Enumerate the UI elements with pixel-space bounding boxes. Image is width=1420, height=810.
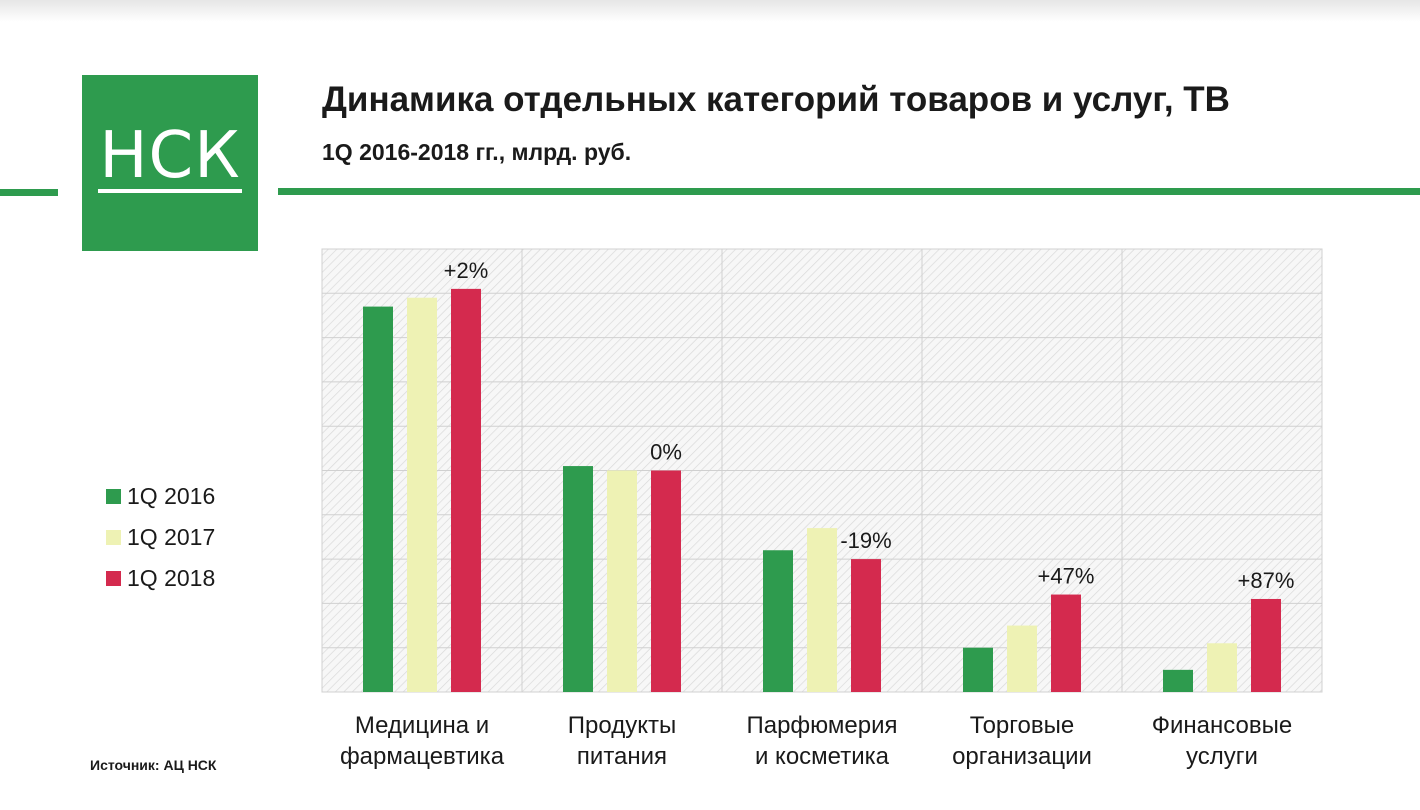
data-label: +87% xyxy=(1238,568,1295,593)
logo-text: НСК xyxy=(99,119,241,193)
legend-item: 1Q 2017 xyxy=(106,517,215,558)
page-title: Динамика отдельных категорий товаров и у… xyxy=(322,80,1230,119)
legend-item: 1Q 2018 xyxy=(106,558,215,599)
bar xyxy=(807,528,837,692)
legend: 1Q 2016 1Q 2017 1Q 2018 xyxy=(106,476,215,599)
data-label: 0% xyxy=(650,440,682,465)
legend-label: 1Q 2017 xyxy=(127,524,216,550)
bar xyxy=(851,559,881,692)
legend-swatch xyxy=(106,571,121,586)
bar xyxy=(563,466,593,692)
bar xyxy=(451,288,481,692)
legend-item: 1Q 2016 xyxy=(106,476,215,517)
bar xyxy=(1251,598,1281,692)
page-subtitle: 1Q 2016-2018 гг., млрд. руб. xyxy=(322,139,632,165)
source-note: Источник: АЦ НСК xyxy=(90,757,217,773)
logo: НСК xyxy=(82,75,258,251)
legend-swatch xyxy=(106,489,121,504)
x-tick-label: и косметика xyxy=(755,743,890,770)
x-tick-label: Медицина и xyxy=(355,712,489,739)
legend-label: 1Q 2018 xyxy=(127,565,216,591)
legend-label: 1Q 2016 xyxy=(127,483,216,509)
bar xyxy=(651,470,681,692)
x-tick-label: фармацевтика xyxy=(340,743,505,770)
header-rule-left xyxy=(0,189,58,196)
bar xyxy=(963,647,993,692)
bar xyxy=(1207,643,1237,692)
top-shade xyxy=(0,0,1420,22)
bar xyxy=(763,550,793,692)
x-tick-label: питания xyxy=(577,743,667,770)
x-tick-label: услуги xyxy=(1186,743,1258,770)
legend-swatch xyxy=(106,530,121,545)
bar xyxy=(363,306,393,692)
data-label: -19% xyxy=(840,528,891,553)
logo-underline xyxy=(98,189,242,193)
x-tick-label: организации xyxy=(952,743,1092,770)
data-label: +2% xyxy=(444,258,489,283)
bar xyxy=(1163,669,1193,692)
x-tick-label: Продукты xyxy=(568,712,676,739)
bar xyxy=(1007,625,1037,692)
x-tick-label: Торговые xyxy=(970,712,1074,739)
header-rule-right xyxy=(278,188,1420,195)
data-label: +47% xyxy=(1038,564,1095,589)
bar xyxy=(1051,594,1081,692)
bar xyxy=(607,470,637,692)
x-tick-label: Финансовые xyxy=(1152,712,1292,739)
bar xyxy=(407,297,437,692)
x-tick-label: Парфюмерия xyxy=(746,712,897,739)
